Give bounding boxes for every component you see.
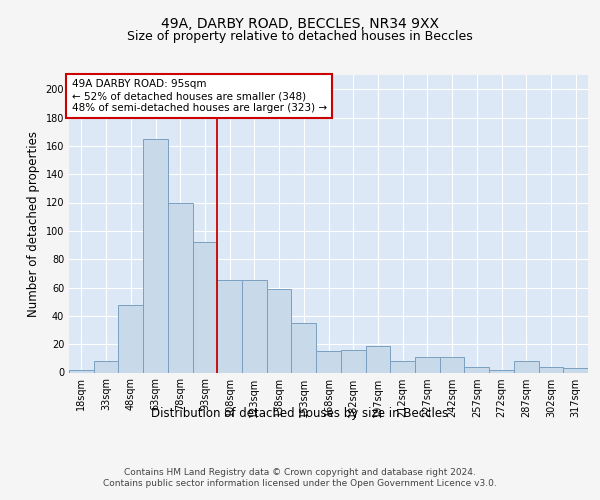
Text: 49A DARBY ROAD: 95sqm
← 52% of detached houses are smaller (348)
48% of semi-det: 49A DARBY ROAD: 95sqm ← 52% of detached …: [71, 80, 327, 112]
Text: Distribution of detached houses by size in Beccles: Distribution of detached houses by size …: [151, 408, 449, 420]
Bar: [489, 370, 514, 372]
Bar: [193, 242, 217, 372]
Bar: [341, 350, 365, 372]
Bar: [440, 357, 464, 372]
Bar: [563, 368, 588, 372]
Bar: [94, 361, 118, 372]
Bar: [514, 361, 539, 372]
Text: 49A, DARBY ROAD, BECCLES, NR34 9XX: 49A, DARBY ROAD, BECCLES, NR34 9XX: [161, 18, 439, 32]
Bar: [464, 367, 489, 372]
Bar: [168, 202, 193, 372]
Bar: [316, 351, 341, 372]
Bar: [365, 346, 390, 372]
Bar: [242, 280, 267, 372]
Bar: [69, 370, 94, 372]
Text: Contains HM Land Registry data © Crown copyright and database right 2024.
Contai: Contains HM Land Registry data © Crown c…: [103, 468, 497, 487]
Bar: [292, 323, 316, 372]
Bar: [143, 138, 168, 372]
Bar: [390, 361, 415, 372]
Bar: [118, 304, 143, 372]
Bar: [415, 357, 440, 372]
Y-axis label: Number of detached properties: Number of detached properties: [27, 130, 40, 317]
Text: Size of property relative to detached houses in Beccles: Size of property relative to detached ho…: [127, 30, 473, 43]
Bar: [217, 280, 242, 372]
Bar: [539, 367, 563, 372]
Bar: [267, 289, 292, 372]
